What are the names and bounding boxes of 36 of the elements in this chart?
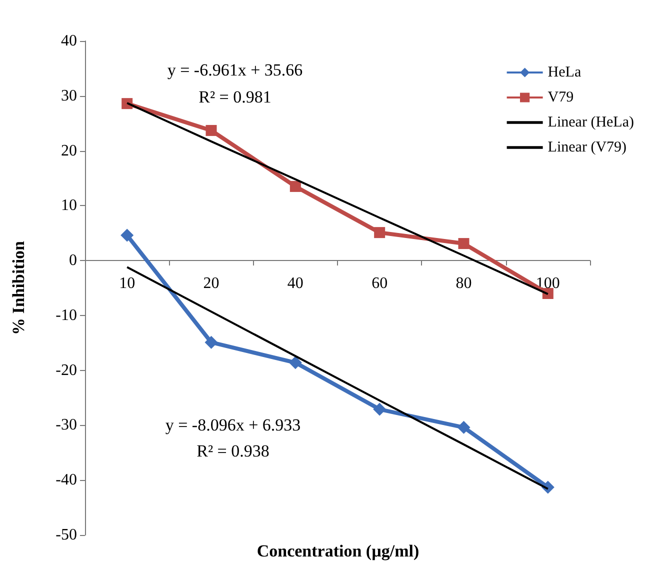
x-tick-label: 20 — [203, 275, 220, 292]
y-tick-label: -40 — [56, 472, 77, 489]
y-tick-label: 40 — [61, 32, 77, 50]
legend-label: V79 — [548, 90, 574, 106]
legend-label: HeLa — [548, 64, 582, 80]
annotation: R² = 0.938 — [196, 442, 270, 460]
point — [458, 238, 470, 250]
annotation: R² = 0.981 — [198, 88, 272, 106]
annotation: y = -6.961x + 35.66 — [167, 60, 303, 80]
point — [374, 227, 386, 238]
y-axis-title: % Inhibition — [9, 240, 28, 336]
y-tick-label: -20 — [56, 362, 77, 379]
y-tick-label: -30 — [56, 416, 77, 434]
point — [120, 228, 134, 242]
point — [288, 356, 302, 370]
x-tick-label: 60 — [372, 275, 388, 292]
point — [373, 402, 386, 416]
legend-label: Linear (HeLa) — [548, 114, 634, 130]
point — [290, 180, 301, 192]
y-tick-label: 30 — [61, 87, 77, 104]
x-axis-title: Concentration (µg/ml) — [256, 542, 420, 560]
x-tick-label: 100 — [536, 275, 560, 292]
x-tick-label: 10 — [119, 275, 136, 292]
legend-label: Linear (V79) — [548, 140, 627, 156]
y-tick-label: -10 — [56, 306, 77, 324]
point — [204, 336, 218, 349]
y-tick-label: 20 — [61, 142, 77, 160]
y-tick-label: -50 — [56, 526, 77, 544]
y-tick-label: 0 — [69, 252, 77, 270]
y-tick-label: 10 — [61, 197, 77, 214]
x-tick-label: 80 — [456, 275, 472, 292]
point — [206, 124, 217, 136]
point — [542, 288, 554, 299]
annotation: y = -8.096x + 6.933 — [165, 416, 301, 434]
point — [457, 420, 470, 434]
x-tick-label: 40 — [287, 275, 304, 292]
